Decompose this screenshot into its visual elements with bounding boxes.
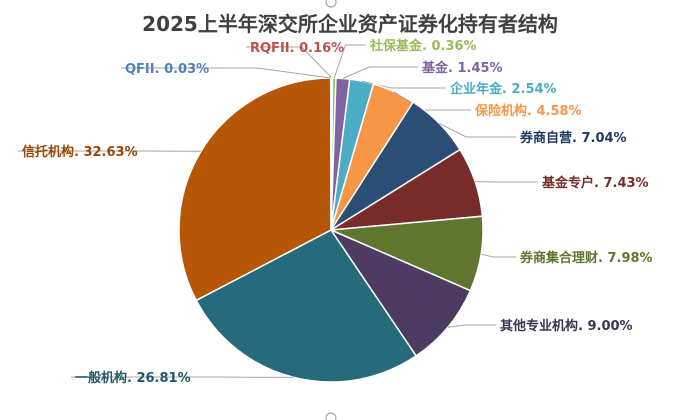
slice-label: 基金专户. 7.43% [541, 175, 649, 191]
leader-line [333, 44, 366, 79]
leader-line [361, 80, 446, 89]
leader-line [438, 122, 516, 138]
slice-label: 企业年金. 2.54% [449, 81, 557, 97]
slice-label: 券商自营. 7.04% [519, 130, 627, 146]
slice-label: 券商集合理财. 7.98% [519, 250, 653, 266]
pie-slice [328, 228, 472, 357]
chart-title: 2025上半年深交所企业资产证券化持有者结构 [142, 12, 558, 36]
leader-line [480, 253, 516, 258]
slice-label: 其他专业机构. 9.00% [500, 318, 633, 334]
leader-line [342, 66, 418, 79]
slice-label: RQFII. 0.16% [250, 41, 344, 56]
slice-label: 基金. 1.45% [421, 60, 503, 76]
slice-label: 一般机构. 26.81% [75, 370, 191, 386]
slice-label: 保险机构. 4.58% [474, 103, 582, 119]
leader-line [121, 67, 331, 79]
slice-label: 信托机构. 32.63% [22, 144, 138, 160]
resize-handle[interactable] [325, 412, 337, 420]
slice-label: QFII. 0.03% [125, 62, 209, 77]
resize-handle[interactable] [325, 0, 337, 8]
leader-line [246, 46, 333, 79]
leader-line [447, 324, 496, 328]
slice-label: 社保基金. 0.36% [369, 38, 477, 54]
pie-slice [178, 77, 332, 302]
